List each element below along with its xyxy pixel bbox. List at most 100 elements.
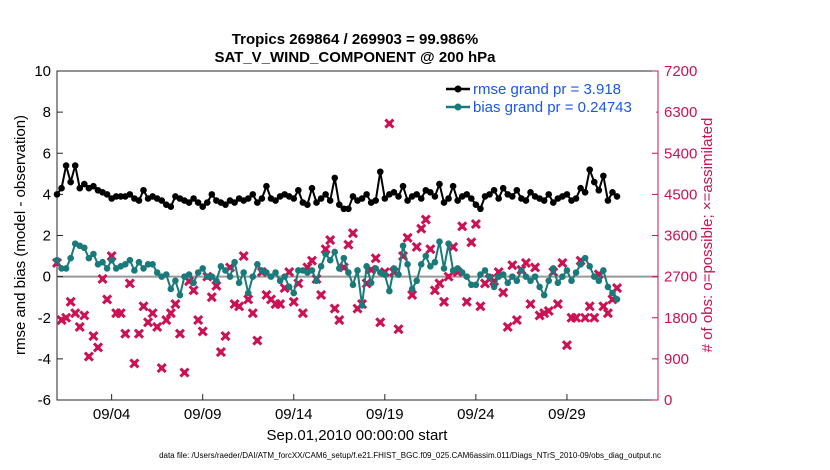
obs-marker-dot — [81, 312, 87, 319]
x-tick-label: 09/09 — [184, 406, 222, 423]
bias-point — [58, 265, 65, 272]
bias-point — [600, 267, 607, 274]
rmse-point — [563, 191, 571, 198]
y-tick-label: -6 — [38, 392, 51, 409]
bias-point — [559, 273, 566, 280]
obs-point — [133, 328, 145, 339]
rmse-point — [404, 197, 411, 204]
x-tick-label: 09/04 — [93, 406, 131, 423]
bias-point — [486, 273, 493, 280]
rmse-point — [436, 180, 443, 188]
obs-marker-dot — [86, 353, 92, 360]
rmse-point — [185, 199, 193, 206]
obs-marker-dot — [286, 269, 292, 275]
rmse-point — [395, 193, 402, 200]
bias-point — [504, 279, 512, 287]
obs-marker-dot — [464, 299, 470, 305]
obs-point — [215, 346, 226, 358]
bias-point — [354, 267, 361, 274]
bias-point — [267, 273, 275, 280]
rmse-point — [495, 195, 502, 202]
obs-point — [470, 219, 481, 230]
bias-point — [276, 277, 284, 285]
rmse-point — [445, 195, 452, 202]
obs-point — [411, 241, 422, 252]
legend: rmse grand pr = 3.918 bias grand pr = 0.… — [442, 78, 656, 116]
bias-point — [563, 267, 571, 274]
obs-point — [416, 223, 427, 234]
y2-tick-label: 3600 — [664, 228, 697, 245]
obs-marker-dot — [95, 344, 101, 351]
rmse-point — [53, 191, 61, 198]
bias-point — [340, 254, 348, 262]
y2-tick-label: 0 — [664, 392, 672, 409]
obs-marker-dot — [163, 317, 169, 323]
y2-tick-label: 6300 — [664, 104, 697, 121]
rmse-point — [549, 199, 557, 206]
obs-point — [329, 303, 340, 314]
bias-point — [281, 273, 288, 280]
obs-point — [570, 312, 582, 323]
bias-point — [231, 258, 238, 266]
obs-marker-dot — [573, 315, 579, 321]
bias-point — [372, 265, 380, 272]
obs-marker-dot — [72, 310, 78, 316]
x-axis-label: Sep.01,2010 00:00:00 start — [267, 427, 449, 444]
rmse-point — [117, 193, 125, 200]
bias-point — [153, 269, 161, 276]
obs-marker-dot — [414, 244, 420, 250]
obs-point — [461, 296, 472, 307]
rmse-series — [53, 162, 621, 213]
obs-marker-dot — [63, 315, 69, 321]
obs-point — [65, 296, 76, 307]
obs-marker-dot — [300, 310, 306, 316]
rmse-point — [317, 195, 325, 202]
bias-point — [244, 289, 252, 297]
rmse-point — [527, 189, 534, 196]
obs-point — [70, 308, 81, 319]
obs-point — [220, 330, 231, 342]
obs-point — [502, 321, 513, 332]
bias-point — [208, 273, 216, 280]
bias-point — [103, 265, 111, 272]
obs-point — [161, 314, 172, 326]
bias-point — [254, 260, 261, 268]
obs-marker-dot — [295, 280, 301, 287]
obs-marker-dot — [150, 310, 156, 316]
bias-point — [522, 273, 530, 280]
bias-point — [527, 277, 534, 285]
rmse-point — [376, 168, 384, 176]
obs-marker-dot — [409, 292, 415, 298]
obs-point — [97, 273, 108, 284]
bias-point — [536, 283, 543, 291]
obs-point — [552, 298, 563, 310]
obs-marker-dot — [254, 337, 260, 344]
obs-point — [557, 257, 568, 268]
obs-point — [475, 301, 486, 312]
bias-point — [367, 279, 375, 287]
obs-point — [325, 235, 336, 246]
rmse-point — [349, 193, 357, 200]
obs-marker-dot — [177, 331, 183, 337]
obs-point — [197, 326, 208, 337]
obs-point — [92, 342, 104, 353]
obs-marker-dot — [564, 342, 570, 348]
obs-marker-dot — [459, 223, 465, 229]
bias-point — [390, 265, 398, 272]
rmse-point — [586, 166, 594, 173]
bias-point — [386, 287, 393, 295]
obs-marker-dot — [514, 317, 520, 323]
rmse-point — [254, 199, 261, 206]
obs-marker-dot — [441, 299, 447, 305]
y-tick-label: 8 — [43, 104, 51, 121]
obs-marker-dot — [318, 292, 324, 298]
rmse-point — [90, 182, 97, 190]
bias-point — [222, 267, 229, 274]
rmse-point — [244, 195, 252, 202]
bias-point — [135, 258, 143, 266]
rmse-point — [345, 205, 352, 213]
bias-point — [349, 281, 357, 289]
rmse-point — [67, 178, 74, 186]
obs-marker-dot — [423, 216, 429, 223]
bias-series — [53, 238, 621, 309]
